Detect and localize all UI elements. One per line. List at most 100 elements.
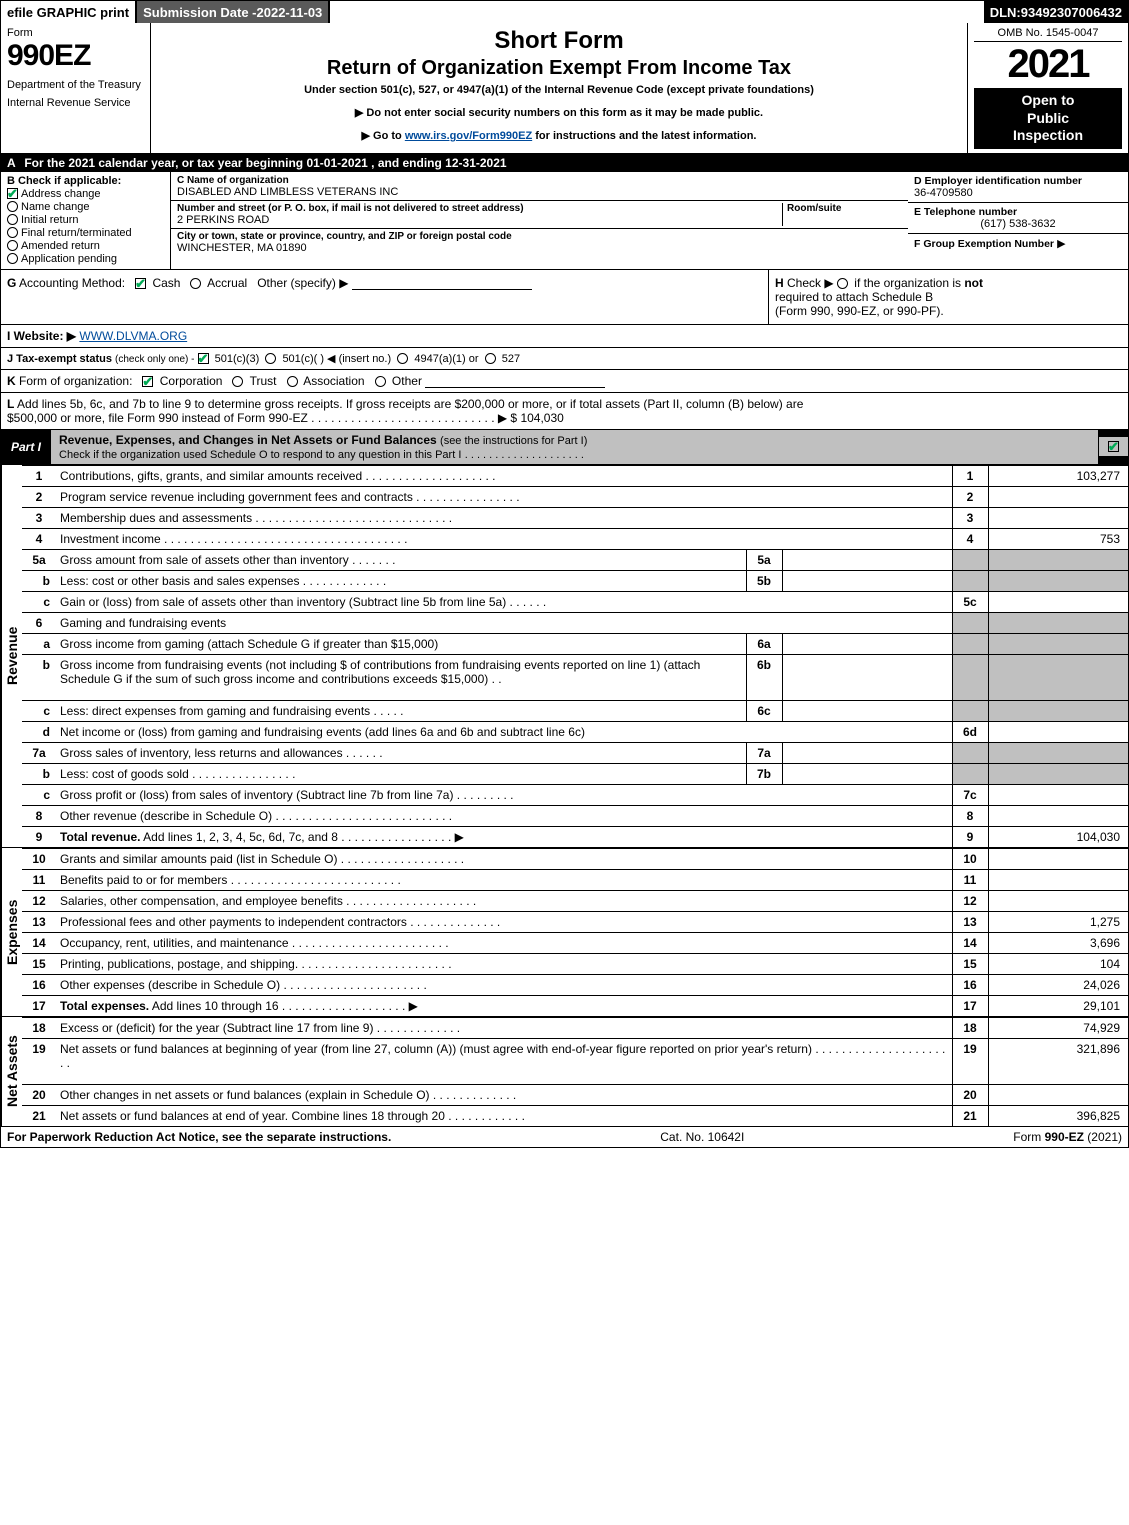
line-row: 19Net assets or fund balances at beginni…: [22, 1038, 1128, 1084]
inner-line-number: 7b: [746, 763, 782, 784]
chk-application-pending[interactable]: Application pending: [7, 253, 164, 265]
col-B-check-applicable: B Check if applicable: Address change Na…: [1, 172, 171, 269]
part-1-title-sub: (see the instructions for Part I): [440, 435, 587, 447]
label-A: A: [7, 156, 21, 170]
right-line-value: [988, 869, 1128, 890]
j-note: (check only one) -: [115, 354, 194, 365]
chk-527[interactable]: [485, 353, 496, 364]
right-line-number: 19: [952, 1038, 988, 1084]
inner-line-number: 6a: [746, 633, 782, 654]
row-F-group-exemption: F Group Exemption Number ▶: [908, 234, 1128, 253]
website-link[interactable]: WWW.DLVMA.ORG: [79, 329, 187, 343]
inner-line-number: 5b: [746, 570, 782, 591]
k-text: Form of organization:: [19, 374, 132, 388]
part-1-tab: Part I: [1, 437, 51, 457]
line-row: 11Benefits paid to or for members . . . …: [22, 869, 1128, 890]
inner-line-value[interactable]: [782, 549, 952, 570]
chk-accrual[interactable]: [190, 278, 201, 289]
line-number: 14: [22, 932, 56, 953]
chk-address-change[interactable]: Address change: [7, 188, 164, 200]
chk-corporation[interactable]: [142, 376, 153, 387]
chk-H[interactable]: [837, 278, 848, 289]
line-row: 2Program service revenue including gover…: [22, 486, 1128, 507]
checkbox-icon[interactable]: [7, 201, 18, 212]
inner-line-value[interactable]: [782, 633, 952, 654]
checkbox-icon[interactable]: [7, 253, 18, 264]
checkbox-icon[interactable]: [7, 214, 18, 225]
chk-initial-return[interactable]: Initial return: [7, 214, 164, 226]
checkbox-icon[interactable]: [7, 240, 18, 251]
accounting-label: Accounting Method:: [19, 276, 125, 290]
chk-501c3[interactable]: [198, 353, 209, 364]
chk-cash[interactable]: [135, 278, 146, 289]
right-line-value: [988, 633, 1128, 654]
checkbox-icon[interactable]: [7, 227, 18, 238]
line-description: Gross profit or (loss) from sales of inv…: [56, 784, 952, 805]
h-text3: required to attach Schedule B: [775, 290, 933, 304]
line-number: 4: [22, 528, 56, 549]
chk-final-return[interactable]: Final return/terminated: [7, 227, 164, 239]
inner-line-value[interactable]: [782, 654, 952, 700]
line-number: 19: [22, 1038, 56, 1084]
right-line-number: 12: [952, 890, 988, 911]
j-label: J Tax-exempt status: [7, 353, 112, 365]
open-l1: Open to: [976, 92, 1120, 110]
line-number: c: [22, 700, 56, 721]
cash-label: Cash: [152, 276, 180, 290]
line-description: Gross sales of inventory, less returns a…: [56, 742, 746, 763]
right-line-number: 17: [952, 995, 988, 1016]
other-specify-input[interactable]: [352, 278, 532, 290]
header-left: Form 990EZ Department of the Treasury In…: [1, 23, 151, 153]
name-label: Name of organization: [187, 175, 289, 186]
inner-line-value[interactable]: [782, 700, 952, 721]
right-line-value: [988, 486, 1128, 507]
checkbox-icon[interactable]: [7, 188, 18, 199]
line-description: Less: cost or other basis and sales expe…: [56, 570, 746, 591]
label-H: H: [775, 276, 784, 290]
right-line-value: [988, 742, 1128, 763]
line-number: 16: [22, 974, 56, 995]
line-row: aGross income from gaming (attach Schedu…: [22, 633, 1128, 654]
group-exemption-label: F Group Exemption Number: [914, 238, 1054, 250]
checkbox-icon[interactable]: [1108, 441, 1119, 452]
expenses-table: 10Grants and similar amounts paid (list …: [22, 848, 1128, 1016]
chk-other-org[interactable]: [375, 376, 386, 387]
efile-print-label[interactable]: efile GRAPHIC print: [1, 1, 135, 23]
line-description: Other revenue (describe in Schedule O) .…: [56, 805, 952, 826]
line-number: 8: [22, 805, 56, 826]
right-line-value: 753: [988, 528, 1128, 549]
header-center: Short Form Return of Organization Exempt…: [151, 23, 968, 153]
row-GH: G Accounting Method: Cash Accrual Other …: [1, 269, 1128, 324]
inner-line-value[interactable]: [782, 763, 952, 784]
other-org-input[interactable]: [425, 376, 605, 388]
chk-4947[interactable]: [397, 353, 408, 364]
right-line-number: [952, 549, 988, 570]
right-line-number: [952, 633, 988, 654]
footer-form-ref: Form 990-EZ (2021): [1013, 1130, 1122, 1144]
subtitle: Under section 501(c), 527, or 4947(a)(1)…: [159, 84, 959, 96]
chk-association[interactable]: [287, 376, 298, 387]
right-line-number: [952, 700, 988, 721]
inner-line-value[interactable]: [782, 570, 952, 591]
footer-right-pre: Form: [1013, 1130, 1044, 1144]
submission-date-label: Submission Date -: [143, 5, 256, 20]
chk-501c[interactable]: [265, 353, 276, 364]
inner-line-value[interactable]: [782, 742, 952, 763]
right-line-value: [988, 1084, 1128, 1105]
line-description: Net assets or fund balances at beginning…: [56, 1038, 952, 1084]
chk-name-change[interactable]: Name change: [7, 201, 164, 213]
chk-trust[interactable]: [232, 376, 243, 387]
k-o3: Association: [303, 374, 364, 388]
right-line-number: 15: [952, 953, 988, 974]
chk-amended-return[interactable]: Amended return: [7, 240, 164, 252]
dln-value: 93492307006432: [1021, 5, 1122, 20]
line-description: Program service revenue including govern…: [56, 486, 952, 507]
irs-link[interactable]: www.irs.gov/Form990EZ: [405, 130, 532, 142]
part-1-schedule-o-check[interactable]: [1098, 437, 1128, 456]
line-number: 21: [22, 1105, 56, 1126]
line-description: Printing, publications, postage, and shi…: [56, 953, 952, 974]
omb-number: OMB No. 1545-0047: [974, 27, 1122, 42]
arrow-icon: ▶: [1057, 238, 1065, 250]
label-C: C: [177, 175, 184, 186]
line-number: 6: [22, 612, 56, 633]
